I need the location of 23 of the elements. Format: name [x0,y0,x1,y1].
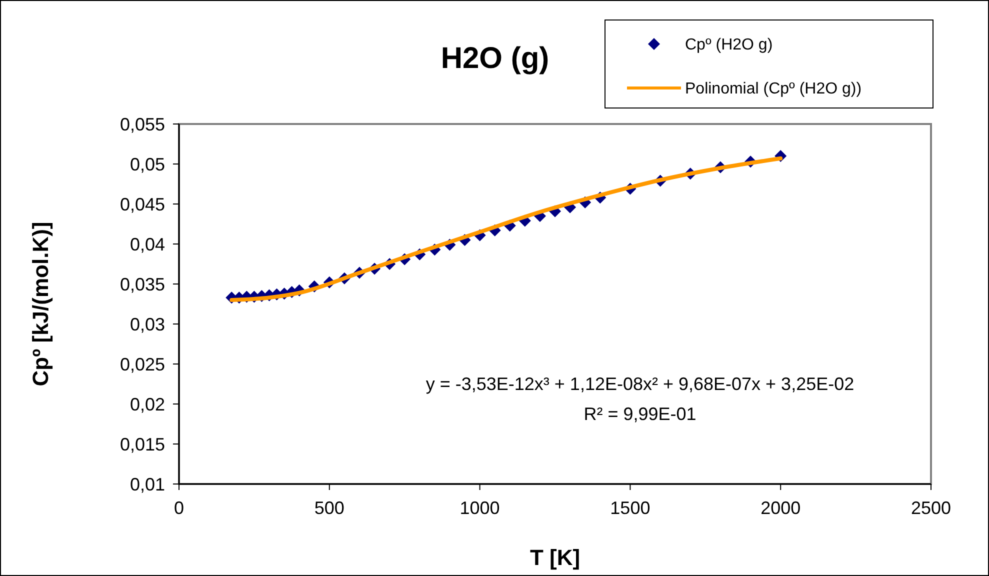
y-tick-label: 0,02 [130,394,165,414]
x-tick-label: 2500 [910,498,952,518]
y-tick-label: 0,035 [120,274,165,294]
y-tick-label: 0,05 [130,154,165,174]
annotation: R² = 9,99E-01 [584,404,696,424]
y-tick-label: 0,025 [120,354,165,374]
x-tick-label: 1500 [610,498,650,518]
x-tick-label: 0 [174,498,184,518]
y-tick-label: 0,01 [130,474,165,494]
y-tick-label: 0,015 [120,434,165,454]
y-tick-label: 0,045 [120,194,165,214]
y-tick-label: 0,055 [120,114,165,134]
annotation: y = -3,53E-12x³ + 1,12E-08x² + 9,68E-07x + 3,25E-02 [426,374,854,394]
y-tick-label: 0,04 [130,234,165,254]
x-tick-label: 2000 [760,498,801,518]
x-tick-label: 1000 [460,498,500,518]
y-axis-title: Cpº [kJ/(mol.K)] [28,222,53,386]
legend-label: Polinomial (Cpº (H2O g)) [685,80,862,98]
y-tick-label: 0,03 [130,314,165,334]
x-axis-title: T [K] [530,545,580,570]
legend-label: Cpº (H2O g) [685,36,773,54]
x-tick-label: 500 [314,498,344,518]
chart-title: H2O (g) [440,42,550,75]
